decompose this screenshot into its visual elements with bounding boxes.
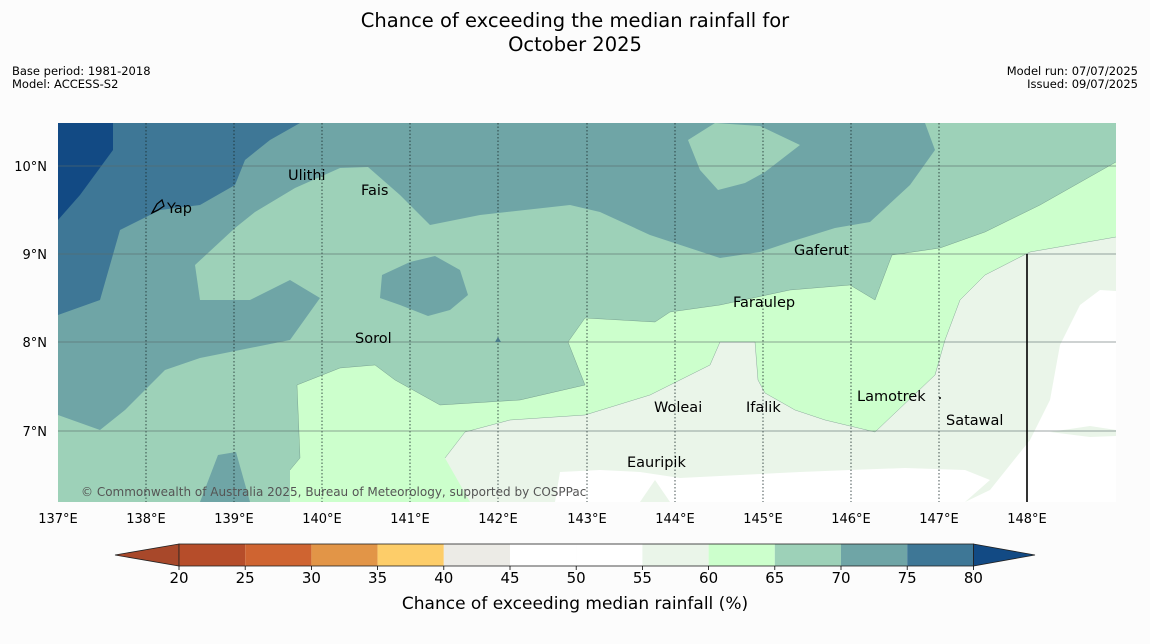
colorbar-tick-label: 45 [500, 569, 519, 587]
lon-tick: 138°E [126, 512, 166, 527]
place-fais: Fais [361, 183, 388, 199]
colorbar-tick-label: 75 [898, 569, 917, 587]
colorbar-segment [179, 544, 246, 566]
colorbar-extend-low [114, 543, 180, 567]
graticule-parallels [58, 165, 1116, 432]
lon-tick: 146°E [831, 512, 871, 527]
colorbar-tick-label: 80 [964, 569, 983, 587]
issued-date: Issued: 09/07/2025 [1027, 77, 1138, 91]
lat-tick: 8°N [23, 336, 48, 351]
colorbar-tick-label: 20 [169, 569, 188, 587]
place-ulithi: Ulithi [288, 168, 326, 184]
contour-small-band [1050, 426, 1116, 437]
meta-right: Model run: 07/07/2025 Issued: 09/07/2025 [1007, 65, 1138, 91]
lon-tick: 141°E [390, 512, 430, 527]
longitude-labels: 137°E 138°E 139°E 140°E 141°E 142°E 143°… [38, 512, 1047, 527]
lat-tick: 9°N [23, 248, 48, 263]
lon-tick: 139°E [214, 512, 254, 527]
reef-marker [495, 337, 501, 342]
colorbar-segment [443, 544, 510, 566]
contour-55-60 [445, 237, 1116, 502]
lat-tick: 10°N [14, 160, 47, 175]
colorbar-tick-label: 40 [434, 569, 453, 587]
lat-tick: 7°N [23, 425, 48, 440]
title-line-1: Chance of exceeding the median rainfall … [360, 9, 790, 32]
yap-island [150, 198, 165, 215]
contour-70-75-island [380, 256, 468, 316]
colorbar-tick-label: 70 [831, 569, 850, 587]
copyright-notice: © Commonwealth of Australia 2025, Bureau… [81, 485, 586, 499]
map-contours [58, 123, 1116, 502]
contour-lines [289, 161, 1116, 471]
colorbar: 20 25 30 35 40 45 50 55 60 65 70 75 80 [114, 543, 1036, 587]
contour-65-70-top [688, 123, 800, 190]
contour-45-55 [965, 290, 1116, 502]
colorbar-extend-high [973, 543, 1036, 567]
lon-tick: 143°E [567, 512, 607, 527]
lon-tick: 142°E [478, 512, 518, 527]
colorbar-title: Chance of exceeding median rainfall (%) [401, 594, 749, 614]
lon-tick: 144°E [655, 512, 695, 527]
contour-white-blob [1066, 362, 1116, 396]
colorbar-tick-label: 25 [236, 569, 255, 587]
lon-tick: 148°E [1007, 512, 1047, 527]
colorbar-segment [708, 544, 775, 566]
map-title: Chance of exceeding the median rainfall … [0, 9, 1150, 57]
colorbar-tick-label: 30 [302, 569, 321, 587]
place-gaferut: Gaferut [794, 243, 849, 259]
colorbar-segment [377, 544, 444, 566]
graticule-meridians [145, 123, 940, 502]
contour-sw-blob [200, 452, 250, 502]
contour-south-blob [640, 480, 670, 502]
colorbar-segment [642, 544, 709, 566]
lon-tick: 147°E [919, 512, 959, 527]
colorbar-segment [311, 544, 378, 566]
colorbar-segment [774, 544, 841, 566]
small-island-dot [939, 397, 941, 399]
contour-80-plus [58, 123, 113, 220]
base-period: Base period: 1981-2018 [12, 64, 151, 78]
lon-tick: 140°E [302, 512, 342, 527]
place-labels: Ulithi Yap Fais Gaferut Faraulep Sorol W… [166, 168, 1003, 471]
colorbar-segment [576, 544, 643, 566]
latitude-labels: 10°N 9°N 8°N 7°N [14, 160, 47, 440]
contour-75-80 [58, 123, 300, 315]
colorbar-segment [245, 544, 312, 566]
place-faraulep: Faraulep [733, 295, 795, 311]
colorbar-segment [510, 544, 577, 566]
place-sorol: Sorol [355, 331, 392, 347]
lon-tick: 145°E [743, 512, 783, 527]
colorbar-tick-label: 60 [699, 569, 718, 587]
place-yap: Yap [166, 201, 192, 217]
colorbar-tick-label: 55 [633, 569, 652, 587]
model-name: Model: ACCESS-S2 [12, 77, 119, 91]
place-ifalik: Ifalik [746, 400, 781, 416]
place-satawal: Satawal [946, 413, 1003, 429]
meta-left: Base period: 1981-2018 Model: ACCESS-S2 [12, 65, 151, 91]
place-lamotrek: Lamotrek [857, 389, 926, 405]
colorbar-tick-label: 50 [567, 569, 586, 587]
title-line-2: October 2025 [508, 33, 642, 56]
place-eauripik: Eauripik [627, 455, 686, 471]
colorbar-segment [907, 544, 974, 566]
place-woleai: Woleai [654, 400, 702, 416]
colorbar-segment [841, 544, 908, 566]
colorbar-tick-label: 35 [368, 569, 387, 587]
colorbar-tick-label: 65 [765, 569, 784, 587]
model-run: Model run: 07/07/2025 [1006, 64, 1138, 78]
lon-tick: 137°E [38, 512, 78, 527]
